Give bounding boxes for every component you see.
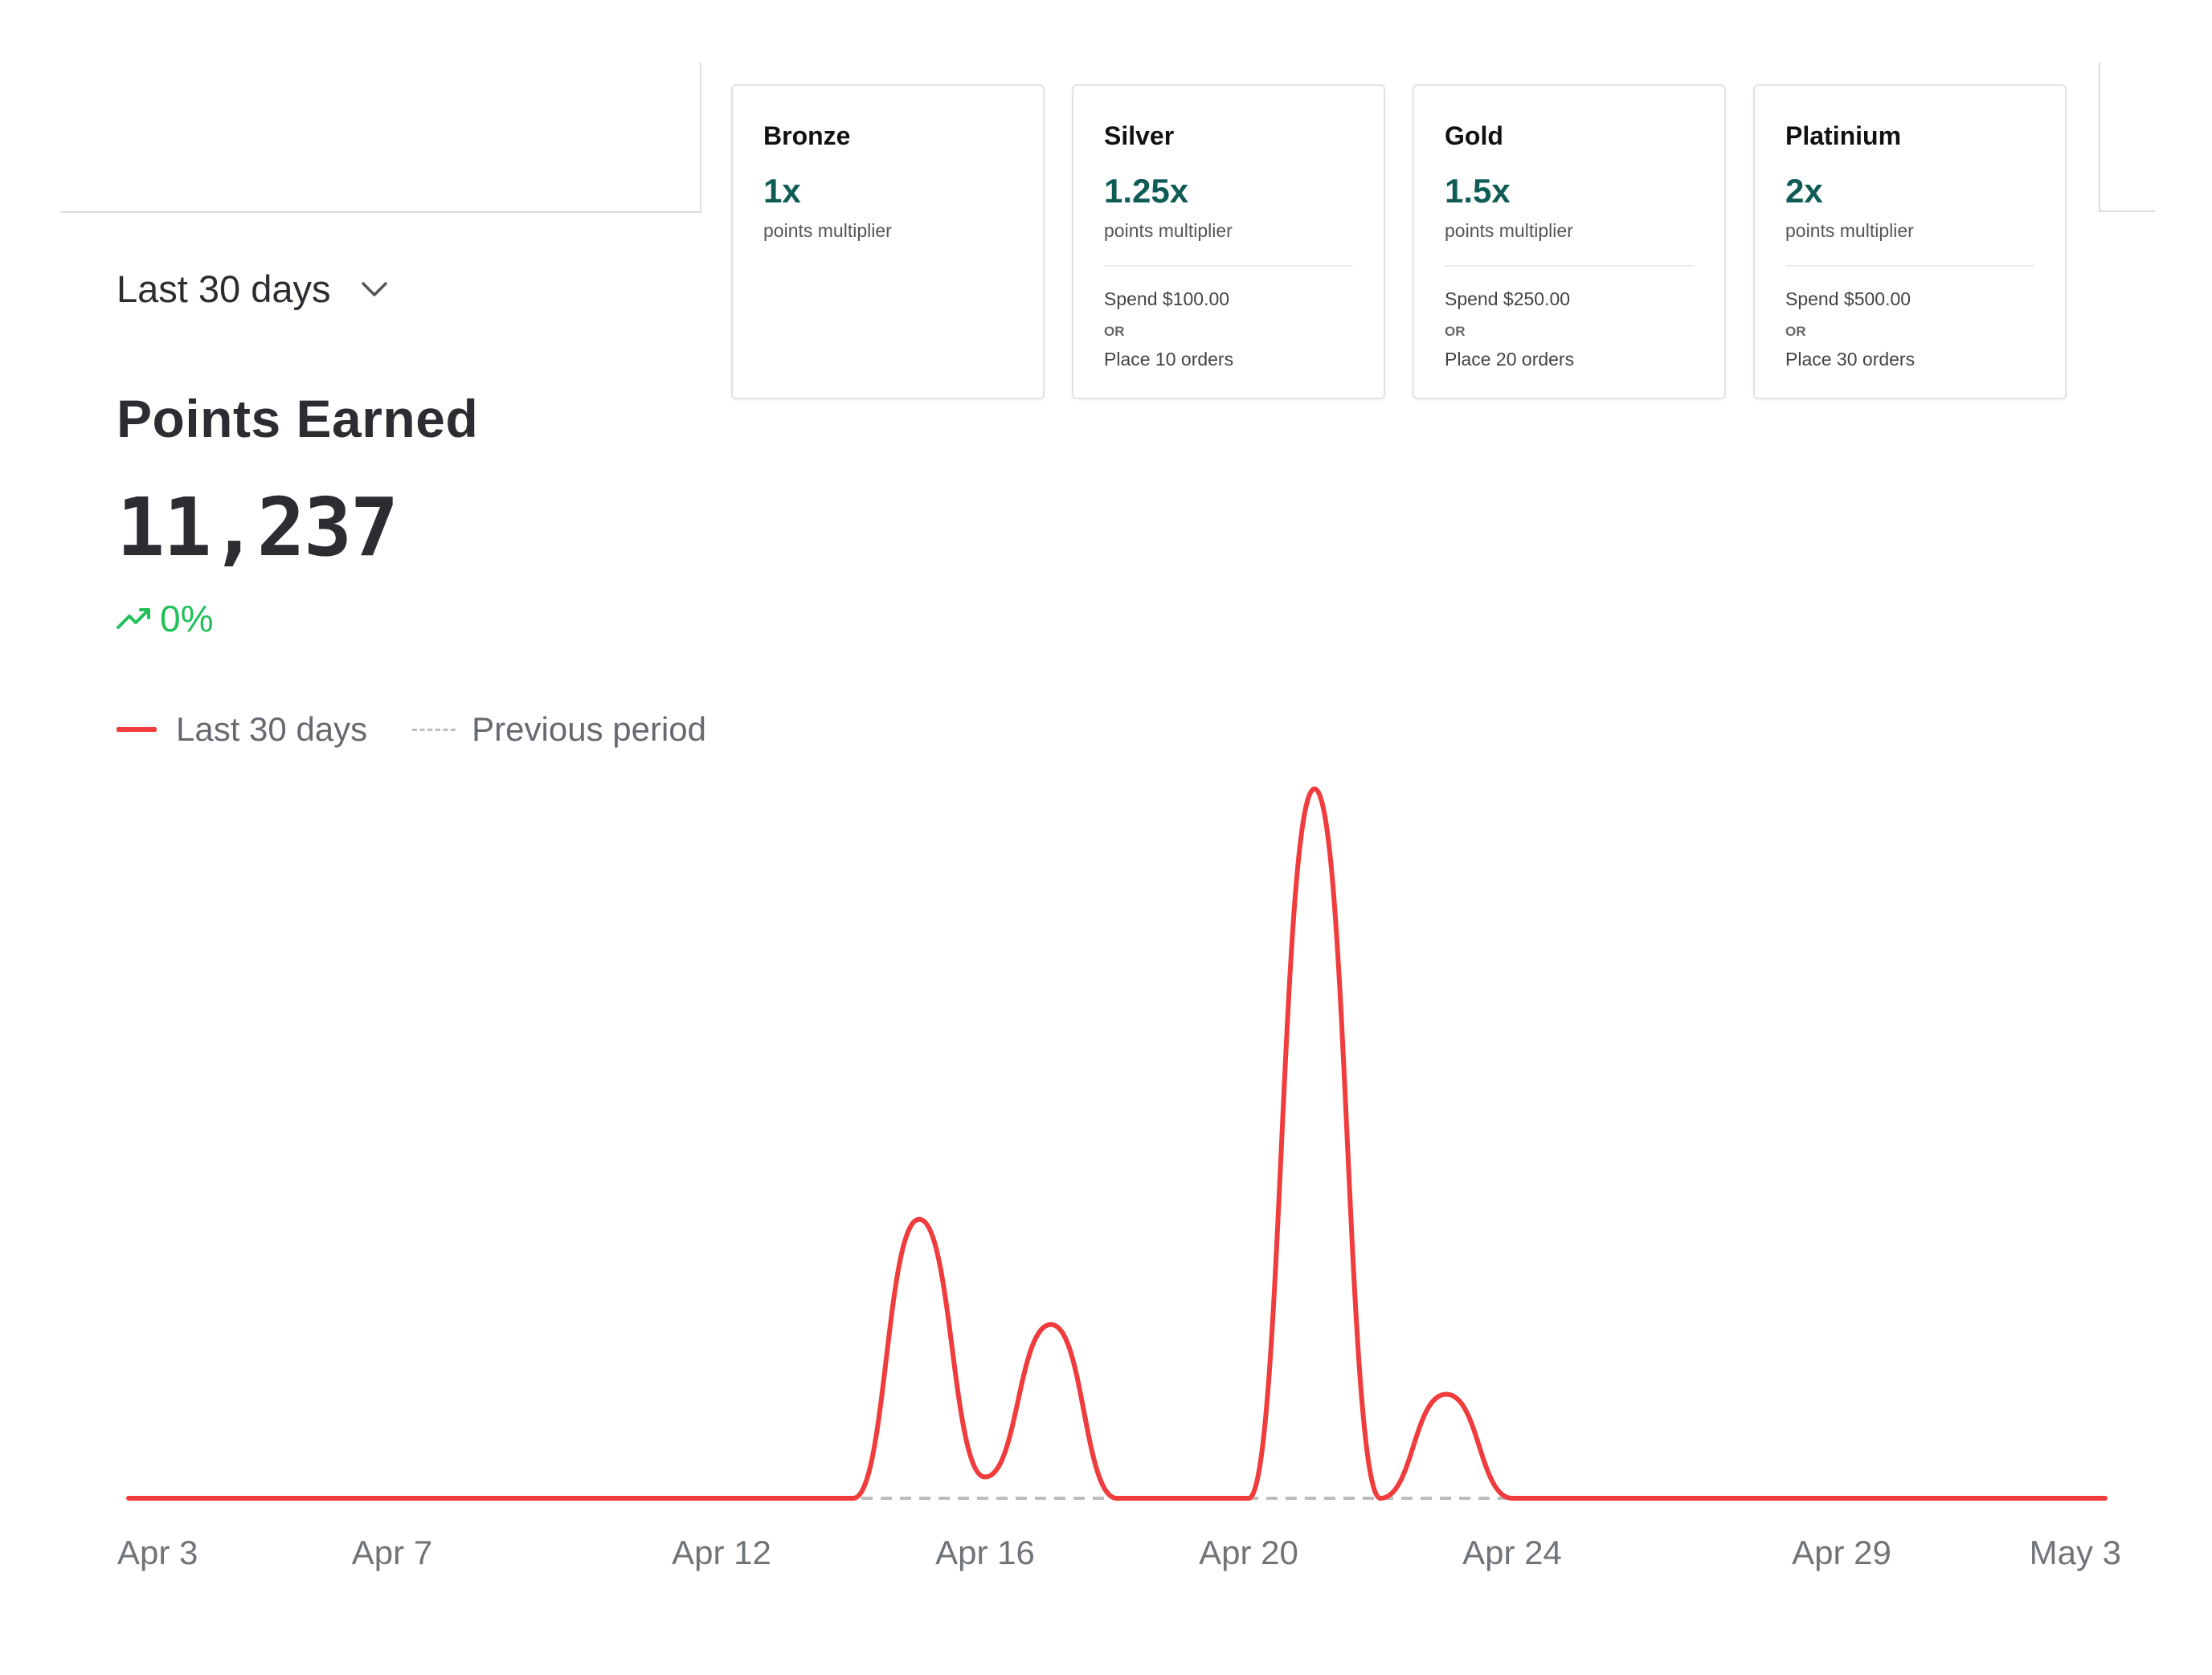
tier-multiplier-label: points multiplier	[1445, 220, 1573, 241]
tier-or-label: OR	[1104, 324, 1125, 339]
tier-multiplier: 2x	[1785, 172, 1823, 210]
panel-border-right-edge	[2099, 63, 2100, 212]
metric-change-value: 0%	[160, 598, 214, 639]
legend-item-current[interactable]: Last 30 days	[117, 710, 367, 749]
tier-divider	[1104, 265, 1353, 267]
tier-name: Bronze	[763, 121, 851, 150]
panel-border-right-bottom	[2099, 210, 2155, 212]
tier-card-platinium[interactable]: Platinium 2x points multiplier Spend $50…	[1753, 84, 2067, 399]
chevron-down-icon	[361, 281, 387, 296]
tier-name: Platinium	[1785, 121, 1902, 150]
tier-divider	[1785, 265, 2034, 267]
legend-label-current: Last 30 days	[176, 710, 368, 748]
tier-requirement-orders: Place 10 orders	[1104, 349, 1234, 370]
panel-border-right	[700, 63, 701, 213]
tier-requirement-spend: Spend $250.00	[1445, 288, 1571, 309]
tier-divider	[1445, 265, 1694, 267]
period-selector[interactable]: Last 30 days	[117, 267, 390, 311]
tier-requirement-orders: Place 30 orders	[1785, 349, 1916, 370]
x-tick-label: Apr 7	[352, 1534, 432, 1571]
points-chart: Apr 3 Apr 7 Apr 12 Apr 16 Apr 20 Apr 24 Apr 29…	[117, 786, 2121, 1571]
tier-or-label: OR	[1785, 324, 1806, 339]
tier-requirement-spend: Spend $100.00	[1104, 288, 1230, 309]
legend-item-previous[interactable]: Previous period	[412, 710, 706, 749]
metric-change: 0%	[117, 597, 213, 640]
tier-multiplier-label: points multiplier	[763, 220, 892, 241]
tier-multiplier-label: points multiplier	[1785, 220, 1914, 241]
legend-swatch-current	[117, 727, 157, 732]
tier-multiplier: 1.25x	[1104, 172, 1189, 210]
x-tick-label: Apr 12	[672, 1534, 771, 1571]
tier-card-gold[interactable]: Gold 1.5x points multiplier Spend $250.0…	[1413, 84, 1726, 399]
x-tick-label: Apr 24	[1462, 1534, 1562, 1571]
x-tick-label: May 3	[2030, 1534, 2121, 1571]
period-selector-label: Last 30 days	[117, 268, 331, 310]
tier-card-silver[interactable]: Silver 1.25x points multiplier Spend $10…	[1072, 84, 1385, 399]
panel-border-bottom	[60, 211, 701, 213]
x-tick-label: Apr 16	[935, 1534, 1035, 1571]
tier-multiplier: 1.5x	[1445, 172, 1511, 210]
tier-name: Silver	[1104, 121, 1175, 150]
tier-multiplier-label: points multiplier	[1104, 220, 1233, 241]
legend-label-previous: Previous period	[472, 710, 706, 748]
tier-or-label: OR	[1445, 324, 1466, 339]
metric-value: 11,237	[117, 480, 399, 574]
legend-swatch-previous	[412, 728, 456, 731]
x-tick-label: Apr 3	[117, 1534, 198, 1571]
chart-legend: Last 30 days Previous period	[117, 710, 751, 749]
tier-requirement-orders: Place 20 orders	[1445, 349, 1575, 370]
tier-requirement-spend: Spend $500.00	[1785, 288, 1911, 309]
metric-title: Points Earned	[117, 389, 479, 448]
x-tick-label: Apr 29	[1792, 1534, 1891, 1571]
series-line-last-30-days	[126, 786, 2108, 1501]
trending-up-icon	[117, 608, 150, 629]
tier-card-bronze[interactable]: Bronze 1x points multiplier	[731, 84, 1045, 399]
x-tick-label: Apr 20	[1199, 1534, 1298, 1571]
tier-name: Gold	[1445, 121, 1503, 150]
tier-multiplier: 1x	[763, 172, 801, 210]
